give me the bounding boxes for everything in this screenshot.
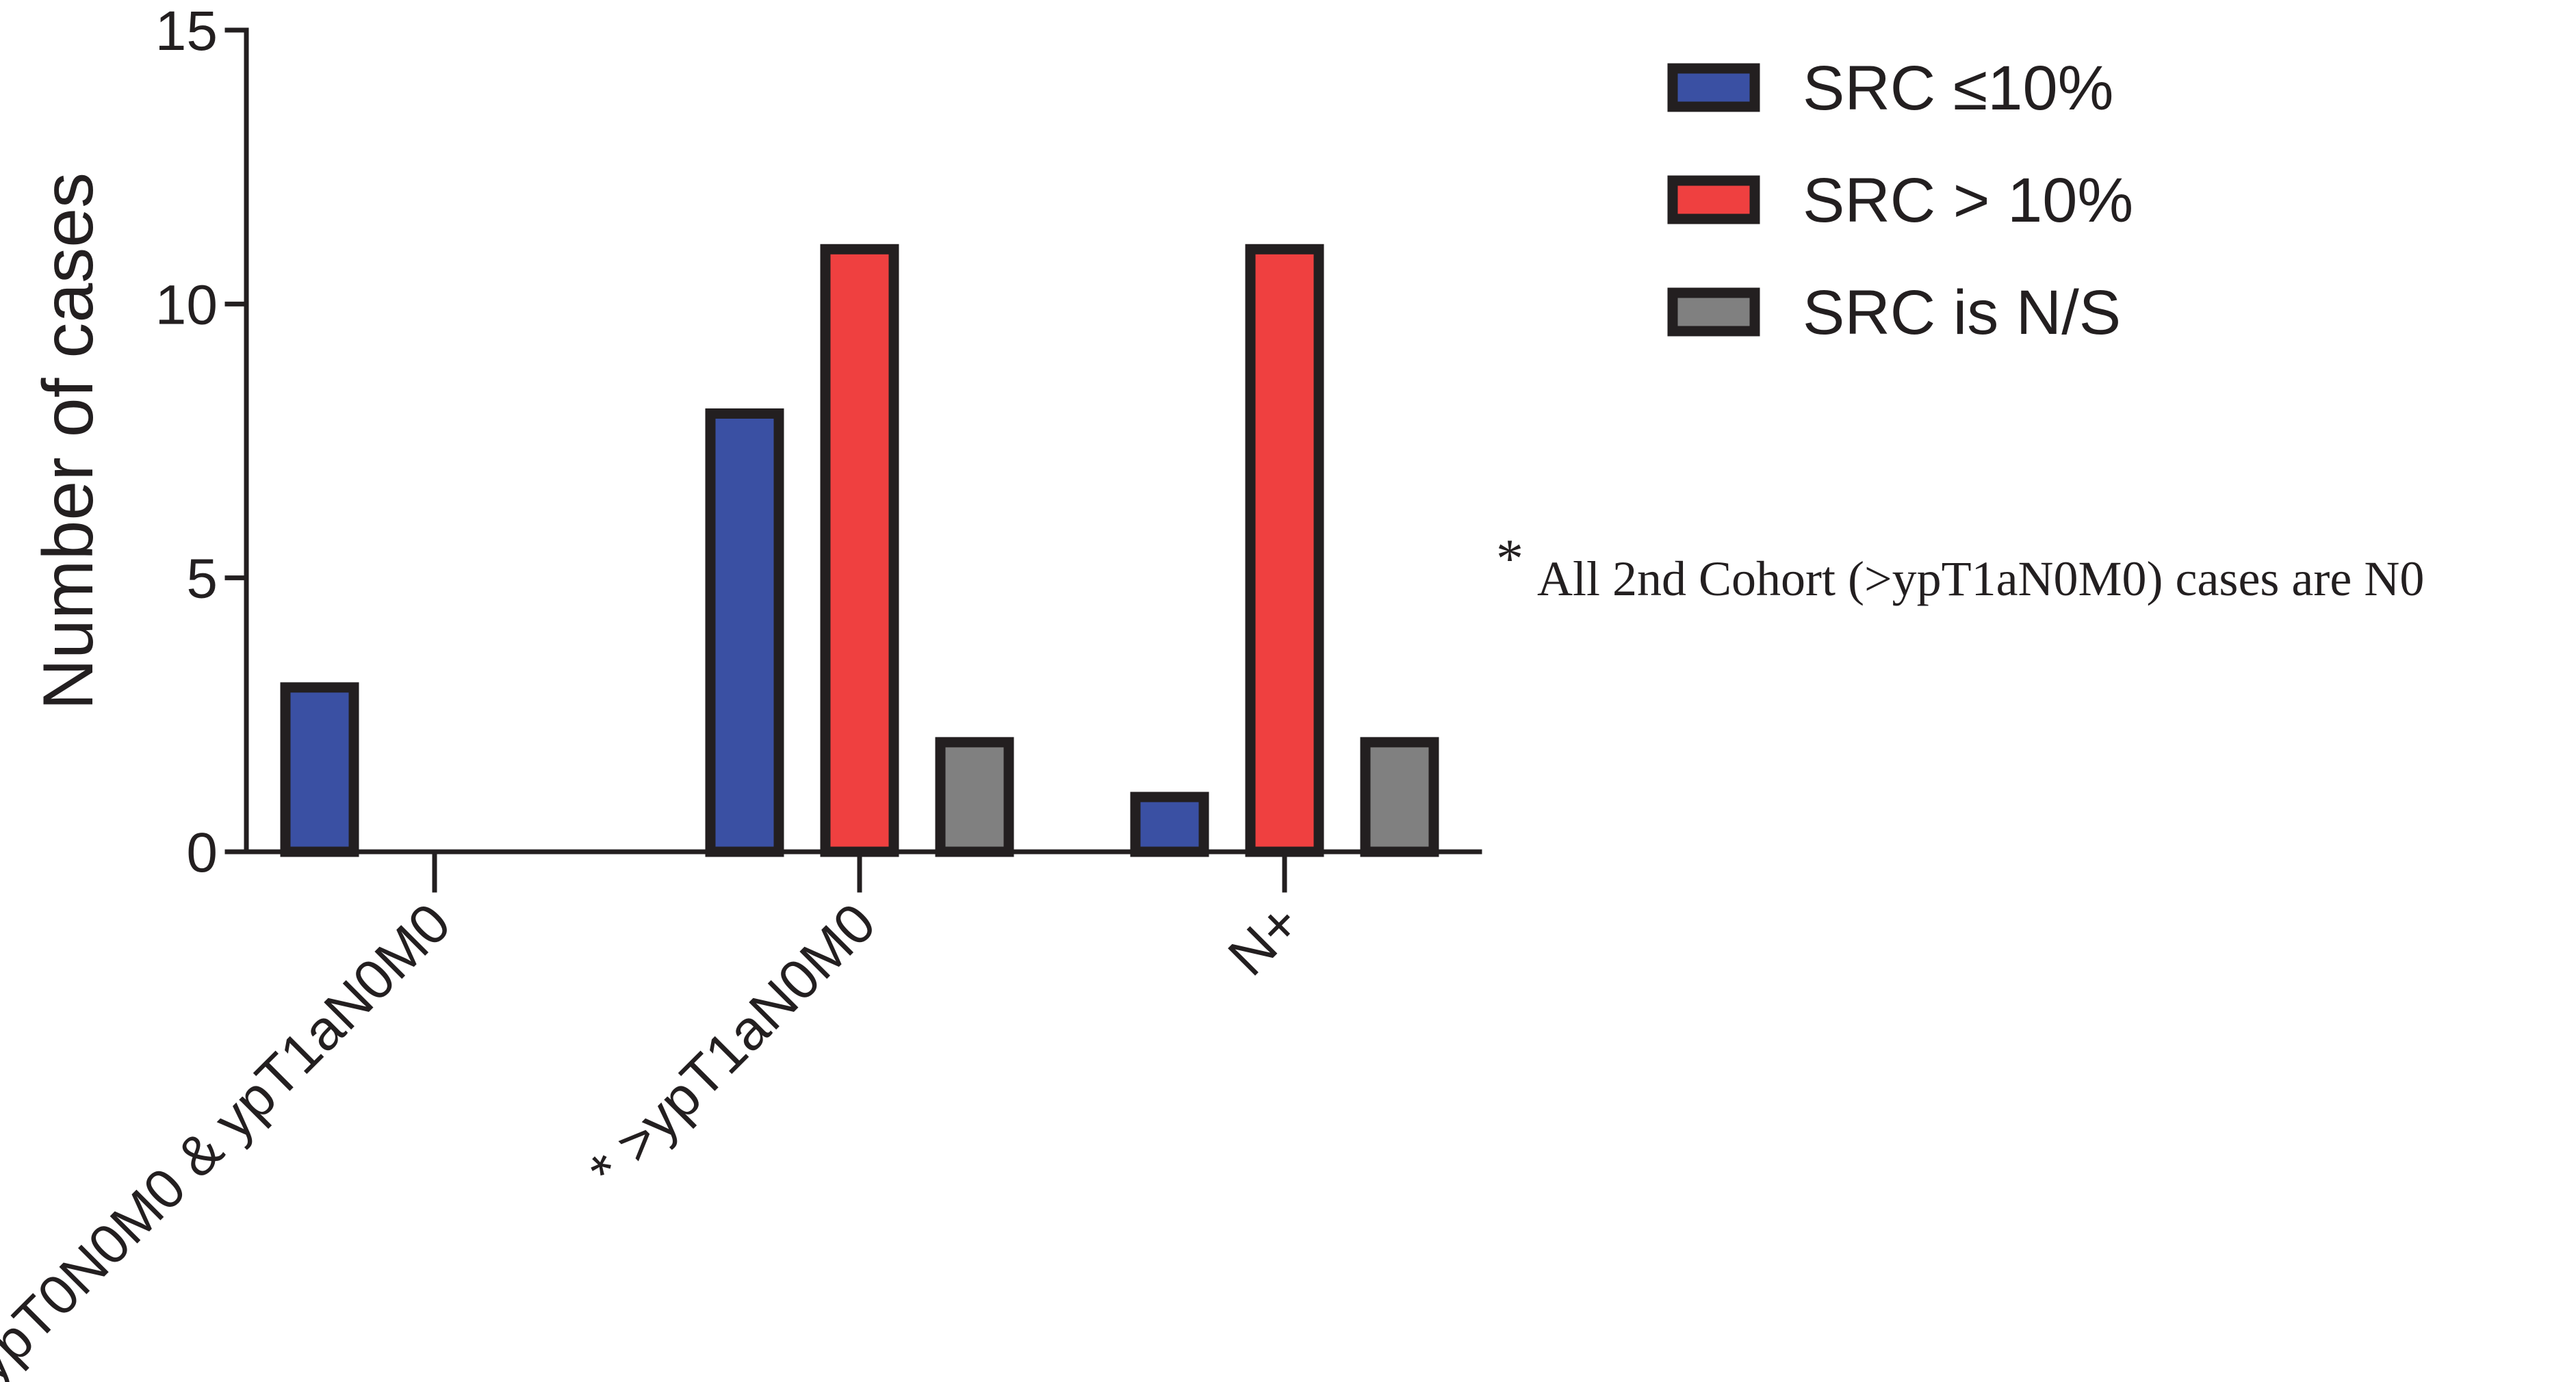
annotation-text: All 2nd Cohort (>ypT1aN0M0) cases are N0 [1537,551,2424,606]
x-tick-label: N+ [1217,891,1313,987]
legend-swatch-1 [1667,175,1760,224]
bar-2-1 [1245,244,1324,857]
y-tick-label: 10 [155,274,218,336]
legend: SRC ≤10% SRC > 10% SRC is N/S [1667,53,2133,348]
legend-swatch-2 [1667,287,1760,337]
bar-2-0 [1130,792,1209,857]
bars-layer [280,244,1439,857]
bar-0-0 [280,682,359,857]
y-tick-label: 0 [186,822,218,884]
y-axis-label: Number of cases [29,172,108,710]
bar-1-1 [820,244,899,857]
x-tick-label: ypT0N0M0 & ypT1aN0M0 [0,891,463,1382]
bar-1-0 [705,408,784,857]
x-tick-label: * >ypT1aN0M0 [578,891,888,1201]
ticks-layer: 0 5 10 15 ypT0N0M0 & ypT1aN0M0 * >ypT1aN0M0 N+ [0,0,1313,1382]
y-tick-label: 15 [155,0,218,62]
legend-swatch-0 [1667,63,1760,112]
annotation-star: * [1496,529,1523,589]
legend-label-0: SRC ≤10% [1803,53,2113,123]
legend-label-2: SRC is N/S [1803,278,2121,348]
legend-label-1: SRC > 10% [1803,166,2133,235]
axes-layer [244,27,1482,855]
bar-2-2 [1360,737,1439,857]
annotation: * All 2nd Cohort (>ypT1aN0M0) cases are … [1496,529,2424,606]
y-tick-label: 5 [186,548,218,610]
bar-1-2 [935,737,1014,857]
